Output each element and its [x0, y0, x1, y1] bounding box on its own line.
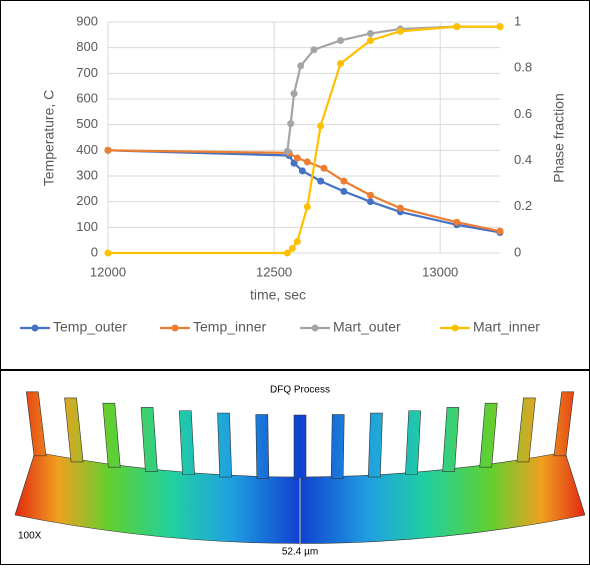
y-tick-label: 500: [76, 116, 98, 131]
data-point: [304, 158, 311, 165]
gear-tooth: [331, 415, 344, 479]
y-tick-label: 900: [76, 13, 98, 28]
x-tick-label: 13000: [422, 264, 458, 279]
x-tick-label: 12000: [90, 264, 126, 279]
chart-frame: [1, 1, 590, 370]
gear-tooth: [294, 415, 306, 479]
data-point: [294, 155, 301, 162]
data-point: [289, 245, 296, 252]
y2-tick-label: 1: [514, 13, 521, 28]
legend-label: Mart_inner: [473, 319, 540, 335]
data-point: [105, 147, 112, 154]
legend-marker: [32, 325, 39, 332]
data-point: [497, 23, 504, 30]
data-point: [320, 165, 327, 172]
x-axis-title: time, sec: [250, 287, 306, 303]
data-point: [367, 198, 374, 205]
legend-label: Temp_inner: [193, 319, 266, 335]
data-point: [337, 37, 344, 44]
data-point: [310, 46, 317, 53]
y-tick-label: 300: [76, 167, 98, 182]
data-point: [287, 120, 294, 127]
y2-tick-label: 0.4: [514, 152, 532, 167]
y-tick-label: 0: [91, 244, 98, 259]
y-tick-label: 200: [76, 193, 98, 208]
data-point: [367, 30, 374, 37]
y-tick-label: 700: [76, 65, 98, 80]
page: {"chart_data": {"type": "line", "x_label…: [0, 0, 590, 570]
y2-tick-label: 0.6: [514, 106, 532, 121]
y-tick-label: 800: [76, 39, 98, 54]
legend-label: Temp_outer: [53, 319, 127, 335]
gear-tooth: [256, 415, 269, 479]
legend-marker: [172, 325, 179, 332]
data-point: [337, 60, 344, 67]
legend-marker: [452, 325, 459, 332]
data-point: [294, 238, 301, 245]
legend-label: Mart_outer: [333, 319, 401, 335]
data-point: [340, 188, 347, 195]
y-axis-title: Temperature, C: [41, 90, 57, 186]
y-tick-label: 100: [76, 219, 98, 234]
data-point: [497, 228, 504, 235]
data-point: [284, 148, 291, 155]
y2-tick-label: 0.8: [514, 60, 532, 75]
data-point: [299, 167, 306, 174]
data-point: [304, 203, 311, 210]
data-point: [367, 37, 374, 44]
data-point: [367, 192, 374, 199]
legend-marker: [312, 325, 319, 332]
data-point: [397, 28, 404, 35]
gear-tooth: [218, 413, 232, 477]
data-point: [105, 250, 112, 257]
y-tick-label: 400: [76, 142, 98, 157]
data-point: [453, 23, 460, 30]
data-point: [291, 90, 298, 97]
y2-tick-label: 0.2: [514, 198, 532, 213]
data-point: [453, 219, 460, 226]
data-point: [397, 205, 404, 212]
data-point: [317, 122, 324, 129]
y2-tick-label: 0: [514, 244, 521, 259]
data-point: [317, 178, 324, 185]
image-title: DFQ Process: [270, 385, 330, 396]
figure: time, sec Temperature, C Phase fraction …: [0, 0, 590, 565]
data-point: [297, 62, 304, 69]
magnification: 100X: [18, 531, 42, 542]
y-tick-label: 600: [76, 90, 98, 105]
scale-label: 52.4 µm: [282, 547, 318, 558]
y2-axis-title: Phase fraction: [551, 93, 567, 183]
gear-tooth: [368, 413, 382, 477]
x-tick-label: 12500: [256, 264, 292, 279]
data-point: [340, 178, 347, 185]
